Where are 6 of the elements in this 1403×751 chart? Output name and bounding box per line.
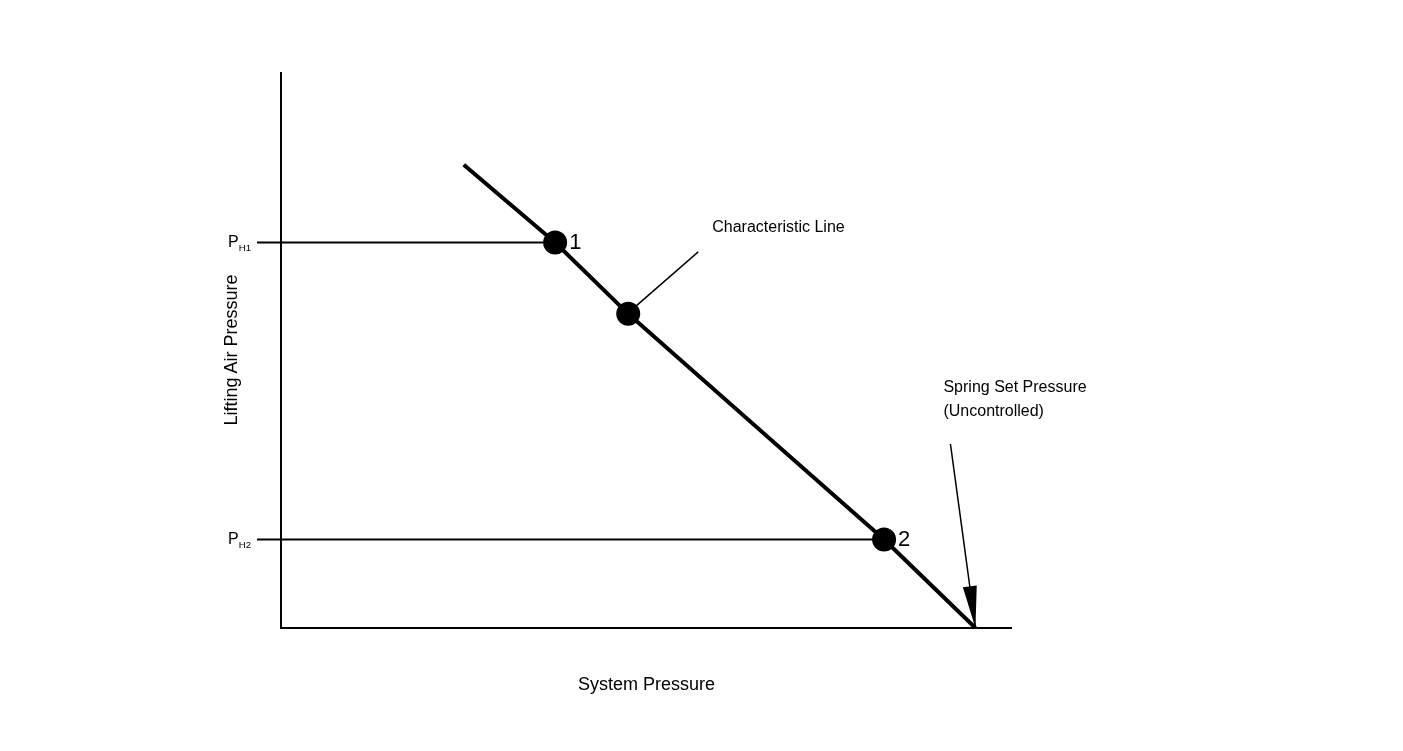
annotation: Spring Set Pressure (Uncontrolled) [943,378,1087,420]
annotation: 1 [569,228,582,254]
x-axis-title: System Pressure [577,673,716,694]
annotation: 2 [898,525,911,551]
annotation: Characteristic Line [712,218,845,236]
y-axis-title: Lifting Air Pressure [220,274,242,426]
